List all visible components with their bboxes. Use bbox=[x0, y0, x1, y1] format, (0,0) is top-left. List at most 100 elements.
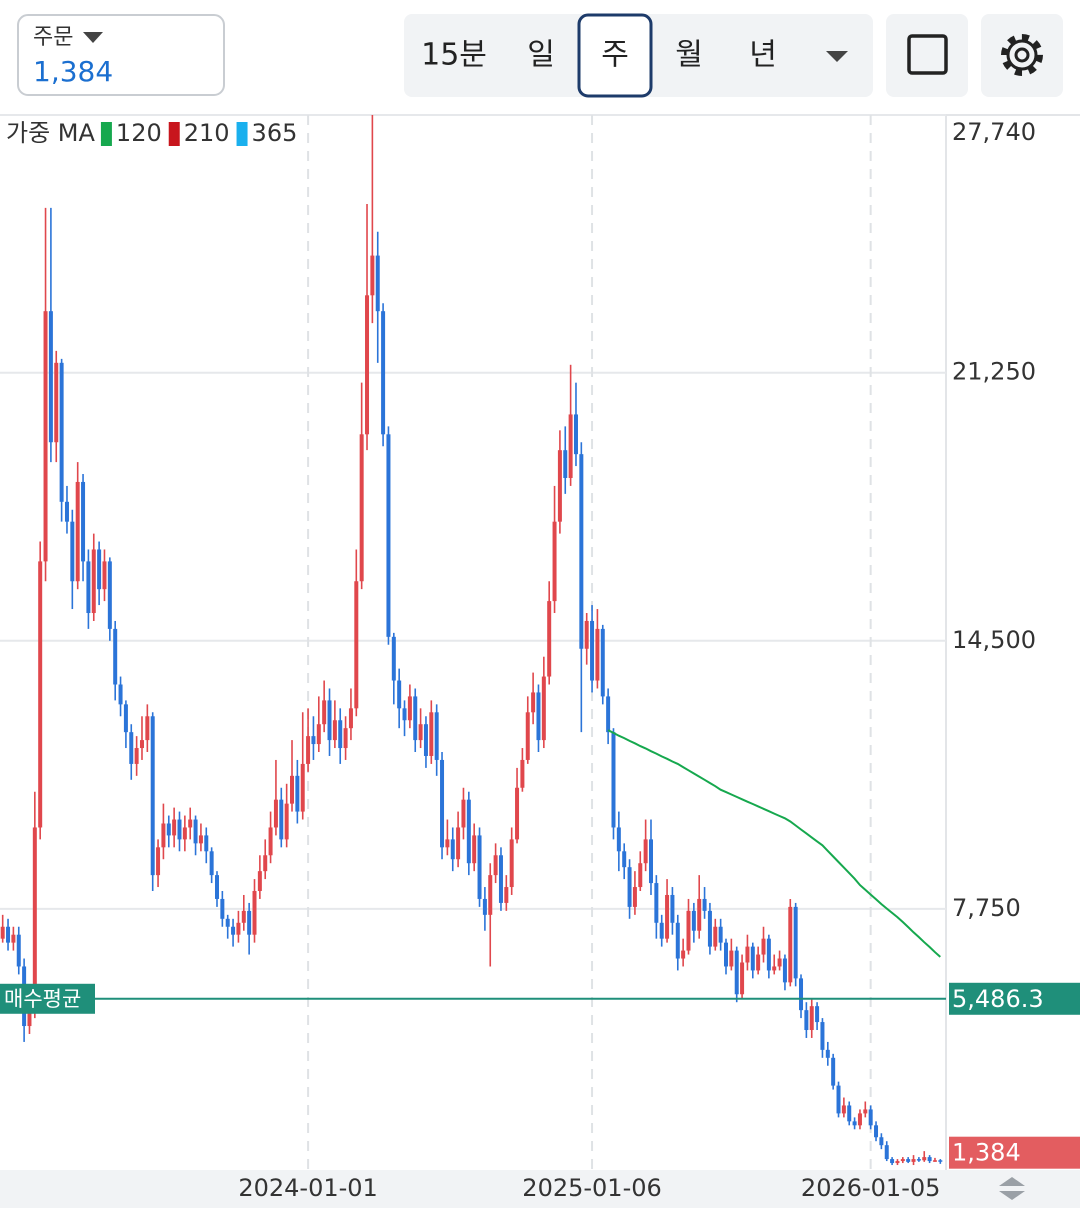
candle-body bbox=[177, 819, 182, 840]
candle-body bbox=[182, 827, 187, 840]
candle-body bbox=[279, 799, 284, 840]
candle-body bbox=[611, 732, 616, 828]
tab-label[interactable]: 월 bbox=[675, 38, 703, 73]
scale-toggle[interactable] bbox=[999, 1177, 1025, 1200]
candle-body bbox=[193, 819, 198, 844]
candle-body bbox=[568, 414, 573, 478]
ma-line bbox=[607, 729, 941, 958]
candle-body bbox=[750, 946, 755, 971]
candle-body bbox=[895, 1161, 900, 1164]
candle-body bbox=[922, 1157, 927, 1161]
candle-body bbox=[300, 763, 305, 812]
candle-body bbox=[857, 1113, 862, 1126]
period-dropdown[interactable] bbox=[826, 51, 848, 62]
candle-body bbox=[552, 521, 557, 602]
candle-body bbox=[820, 1022, 825, 1050]
candle-body bbox=[724, 942, 729, 967]
candle-body bbox=[900, 1159, 905, 1162]
candle-body bbox=[97, 549, 102, 590]
last-price-value: 1,384 bbox=[952, 1139, 1021, 1167]
candle-body bbox=[573, 414, 578, 455]
order-caret bbox=[83, 32, 103, 43]
tab-selected bbox=[577, 13, 653, 98]
candle-body bbox=[697, 898, 702, 931]
candle-body bbox=[220, 898, 225, 919]
candle-body bbox=[332, 720, 337, 741]
candle-body bbox=[450, 839, 455, 860]
candle-body bbox=[745, 946, 750, 963]
candle-body bbox=[482, 898, 487, 915]
candle-body bbox=[295, 775, 300, 812]
candle-body bbox=[547, 601, 552, 677]
candle-body bbox=[316, 724, 321, 745]
tab-group: 15분 일 주 월 년 bbox=[421, 13, 777, 98]
legend-label: 120 bbox=[116, 119, 162, 147]
candle-body bbox=[466, 799, 471, 864]
candle-body bbox=[32, 827, 37, 1011]
candle-body bbox=[440, 759, 445, 848]
candle-body bbox=[402, 708, 407, 721]
plot-area bbox=[0, 114, 946, 1170]
gear-icon bbox=[1001, 34, 1043, 76]
candle-body bbox=[504, 887, 509, 903]
candle-body bbox=[86, 561, 91, 614]
tab-label[interactable]: 15분 bbox=[421, 38, 487, 73]
candle-body bbox=[938, 1160, 943, 1162]
candle-body bbox=[675, 922, 680, 959]
candle-body bbox=[916, 1159, 921, 1161]
candle-body bbox=[740, 962, 745, 995]
candle-body bbox=[809, 1006, 814, 1031]
candle-body bbox=[134, 748, 139, 764]
tab-label[interactable]: 주 bbox=[601, 38, 629, 73]
candle-body bbox=[852, 1121, 857, 1126]
candle-body bbox=[890, 1159, 895, 1164]
candle-body bbox=[659, 922, 664, 939]
candle-body bbox=[322, 700, 327, 725]
candle-body bbox=[354, 581, 359, 709]
candle-body bbox=[241, 910, 246, 923]
candle-body bbox=[648, 839, 653, 884]
candle-body bbox=[150, 716, 155, 876]
candle-body bbox=[236, 922, 241, 935]
candle-body bbox=[102, 561, 107, 590]
candle-body bbox=[718, 926, 723, 943]
avg-price-value: 5,486.3 bbox=[952, 985, 1044, 1013]
candle-body bbox=[397, 680, 402, 709]
candle-body bbox=[75, 481, 80, 582]
candle-body bbox=[493, 855, 498, 876]
order-box[interactable] bbox=[17, 14, 225, 96]
candle-body bbox=[306, 736, 311, 764]
candle-body bbox=[284, 803, 289, 840]
x-tick-label: 2024-01-01 bbox=[238, 1174, 377, 1202]
candle-body bbox=[257, 871, 262, 892]
candle-body bbox=[804, 1010, 809, 1031]
candle-body bbox=[123, 704, 128, 733]
candle-body bbox=[868, 1109, 873, 1126]
candle-body bbox=[381, 311, 386, 435]
candle-body bbox=[429, 712, 434, 756]
x-tick-label: 2026-01-05 bbox=[801, 1174, 940, 1202]
tab-label[interactable]: 일 bbox=[527, 38, 555, 73]
candle-body bbox=[252, 891, 257, 935]
candle-body bbox=[338, 720, 343, 749]
candle-body bbox=[841, 1105, 846, 1114]
candle-body bbox=[172, 819, 177, 836]
candle-body bbox=[43, 311, 48, 562]
square-icon bbox=[907, 34, 948, 75]
layout-button[interactable] bbox=[886, 14, 968, 97]
y-tick-label: 7,750 bbox=[952, 894, 1021, 922]
tab-label[interactable]: 년 bbox=[749, 38, 777, 73]
legend-swatch bbox=[100, 122, 112, 146]
candle-body bbox=[247, 910, 252, 935]
candle-body bbox=[488, 875, 493, 915]
candle-body bbox=[70, 521, 75, 582]
candle-body bbox=[477, 835, 482, 899]
candle-body bbox=[884, 1145, 889, 1160]
candle-body bbox=[445, 839, 450, 848]
candle-body bbox=[520, 759, 525, 788]
candle-body bbox=[654, 883, 659, 923]
candle-body bbox=[927, 1157, 932, 1162]
candle-body bbox=[81, 481, 86, 562]
candle-body bbox=[343, 728, 348, 749]
x-axis-band bbox=[0, 1170, 1080, 1208]
